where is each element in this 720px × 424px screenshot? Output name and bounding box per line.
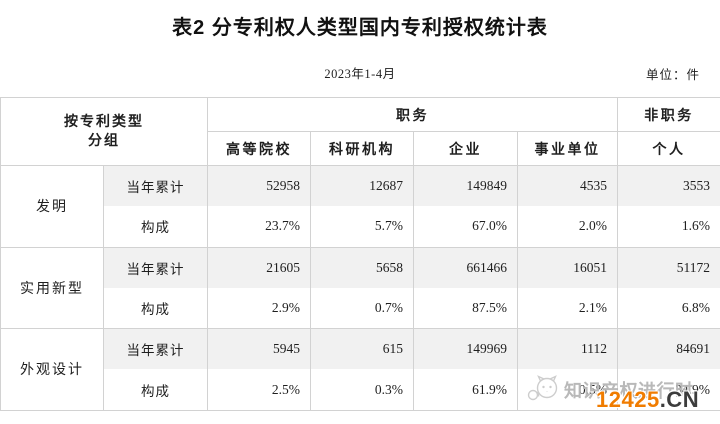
value-cell: 61.9% [413, 369, 518, 411]
stat-label-composition: 构成 [103, 369, 208, 411]
stat-label-cumulative: 当年累计 [103, 246, 208, 288]
value-cell: 149849 [413, 165, 518, 207]
value-cell: 16051 [517, 246, 618, 288]
value-cell: 51172 [617, 246, 720, 288]
value-cell: 67.0% [413, 206, 518, 248]
page-title: 表2 分专利权人类型国内专利授权统计表 [172, 17, 548, 39]
value-cell: 12687 [310, 165, 414, 207]
patent-grant-table: 按专利类型 分组 职务 非职务 高等院校 科研机构 企业 事业单位 个人 发明 … [0, 97, 720, 411]
row-utility-model-composition: 构成 2.9% 0.7% 87.5% 2.1% 6.8% [1, 287, 720, 330]
col-header-universities: 高等院校 [207, 131, 311, 166]
col-header-nonduty: 非职务 [617, 97, 720, 132]
value-cell: 2.0% [517, 206, 618, 248]
value-cell: 149969 [413, 328, 518, 370]
value-cell: 0.7% [310, 287, 414, 330]
meta-row: 2023年1-4月 单位：件 [0, 63, 720, 82]
value-cell: 4535 [517, 165, 618, 207]
value-cell: 0.3% [310, 369, 414, 411]
group-header-line1: 按专利类型 [64, 114, 144, 130]
value-cell: 0.5% [517, 369, 618, 411]
row-design-cumulative: 外观设计 当年累计 5945 615 149969 1112 84691 [0, 328, 720, 411]
group-header-line2: 分组 [88, 133, 120, 149]
row-invention-cumulative: 发明 当年累计 52958 12687 149849 4535 3553 [0, 165, 720, 248]
row-header-utility-model: 实用新型 [0, 246, 104, 330]
value-cell: 87.5% [413, 287, 518, 330]
col-header-individuals: 个人 [617, 131, 720, 166]
value-cell: 1.6% [617, 206, 720, 248]
period-label: 2023年1-4月 [324, 67, 396, 81]
value-cell: 2.9% [207, 287, 311, 330]
value-cell: 84691 [617, 328, 720, 370]
row-invention-composition: 构成 23.7% 5.7% 67.0% 2.0% 1.6% [1, 206, 720, 248]
unit-label: 单位：件 [645, 68, 700, 82]
row-header-design: 外观设计 [0, 328, 104, 411]
value-cell: 615 [310, 328, 414, 370]
value-cell: 21605 [207, 246, 311, 288]
value-cell: 34.9% [617, 369, 720, 411]
value-cell: 5.7% [310, 206, 414, 248]
col-header-duty: 职务 [207, 97, 618, 132]
col-header-research-institutes: 科研机构 [310, 131, 414, 166]
row-design-composition: 构成 2.5% 0.3% 61.9% 0.5% 34.9% [1, 369, 720, 411]
col-header-enterprises: 企业 [413, 131, 518, 166]
value-cell: 1112 [517, 328, 618, 370]
stat-label-composition: 构成 [103, 206, 208, 248]
stat-label-composition: 构成 [103, 287, 208, 330]
row-utility-model-cumulative: 实用新型 当年累计 21605 5658 661466 16051 51172 [0, 246, 720, 330]
group-header: 按专利类型 分组 [0, 97, 208, 166]
value-cell: 6.8% [617, 287, 720, 330]
row-header-invention: 发明 [0, 165, 104, 248]
value-cell: 2.5% [207, 369, 311, 411]
value-cell: 661466 [413, 246, 518, 288]
col-header-public-institutions: 事业单位 [517, 131, 618, 166]
value-cell: 3553 [617, 165, 720, 207]
value-cell: 5945 [207, 328, 311, 370]
value-cell: 5658 [310, 246, 414, 288]
value-cell: 2.1% [517, 287, 618, 330]
header-row-groups: 按专利类型 分组 职务 非职务 [0, 97, 720, 166]
header-row-columns: 高等院校 科研机构 企业 事业单位 个人 [1, 131, 720, 166]
stat-label-cumulative: 当年累计 [103, 328, 208, 370]
value-cell: 52958 [207, 165, 311, 207]
value-cell: 23.7% [207, 206, 311, 248]
stat-label-cumulative: 当年累计 [103, 165, 208, 207]
